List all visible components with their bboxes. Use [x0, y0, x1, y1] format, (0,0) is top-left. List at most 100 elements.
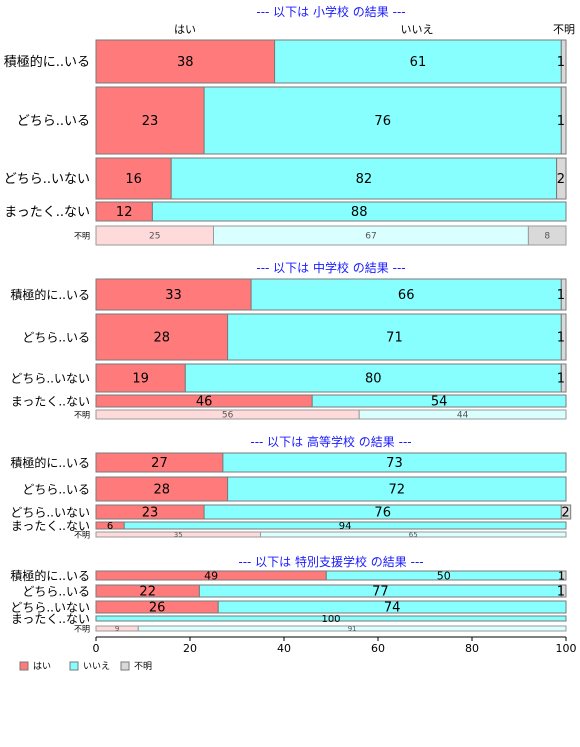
- data-label: 46: [196, 395, 213, 410]
- data-label: 1: [557, 114, 565, 129]
- data-label: 33: [165, 288, 182, 303]
- row-label: どちら..いる: [22, 482, 90, 496]
- bar-segment: [560, 86, 567, 155]
- data-label: 72: [389, 483, 406, 498]
- data-label: 76: [374, 114, 391, 129]
- data-label: 1: [557, 372, 565, 387]
- x-tick-label: 100: [556, 642, 577, 655]
- top-header-1: いいえ: [401, 23, 434, 36]
- row-label: 積極的に..いる: [10, 455, 90, 470]
- bar-segment: [560, 584, 567, 598]
- bar-segment: [560, 39, 567, 84]
- row-label: 不明: [74, 410, 90, 419]
- bar-segment: [556, 157, 567, 200]
- legend-label: はい: [33, 661, 51, 672]
- data-label: 23: [142, 506, 159, 521]
- data-label: 49: [204, 569, 218, 582]
- row-label: どちら..いる: [22, 330, 90, 344]
- bar-segment: [95, 313, 229, 361]
- bar-segment: [250, 278, 562, 311]
- bar-segment: [527, 225, 567, 246]
- data-label: 6: [107, 521, 113, 532]
- row-label: 積極的に..いる: [4, 54, 90, 70]
- row-label: どちら..いない: [10, 600, 90, 614]
- legend-swatch: [69, 661, 79, 671]
- data-label: 65: [409, 531, 418, 539]
- bar-segment: [311, 394, 567, 408]
- data-label: 38: [177, 55, 194, 70]
- data-label: 16: [125, 172, 142, 187]
- data-label: 44: [457, 411, 469, 421]
- row-label: どちら..いない: [10, 371, 90, 385]
- x-tick-label: 0: [93, 642, 100, 655]
- bar-segment: [123, 521, 567, 530]
- bar-segment: [137, 625, 567, 632]
- data-label: 1: [557, 288, 565, 303]
- bar-segment: [95, 157, 172, 200]
- data-label: 1: [557, 585, 565, 600]
- top-header-2: 不明: [553, 23, 575, 36]
- bar-segment: [95, 39, 276, 84]
- data-label: 27: [151, 456, 168, 471]
- bar-segment: [95, 615, 567, 622]
- panel-title-3: --- 以下は 特別支援学校 の結果 ---: [238, 554, 423, 569]
- bar-segment: [203, 86, 562, 155]
- bar-segment: [560, 278, 567, 311]
- panel-title-2: --- 以下は 高等学校 の結果 ---: [250, 434, 411, 449]
- data-label: 9: [115, 625, 119, 633]
- data-label: 50: [437, 569, 451, 582]
- bar-segment: [274, 39, 562, 84]
- data-label: 61: [410, 55, 427, 70]
- data-label: 76: [374, 506, 391, 521]
- bar-segment: [560, 504, 572, 520]
- data-label: 74: [384, 601, 401, 616]
- row-label: 積極的に..いる: [10, 287, 90, 302]
- data-label: 8: [544, 232, 550, 242]
- legend-label: いいえ: [83, 661, 110, 672]
- legend-swatch: [120, 661, 130, 671]
- bar-segment: [151, 201, 567, 222]
- panel-title-1: --- 以下は 中学校 の結果 ---: [256, 260, 405, 275]
- data-label: 1: [557, 55, 565, 70]
- data-label: 88: [351, 205, 368, 220]
- row-label: どちら..いない: [4, 172, 90, 187]
- data-label: 66: [398, 288, 415, 303]
- row-label: 不明: [74, 624, 90, 633]
- row-label: どちら..いる: [17, 114, 90, 129]
- row-label: どちら..いない: [10, 505, 90, 519]
- legend-label: 不明: [134, 661, 152, 672]
- data-label: 22: [139, 585, 156, 600]
- row-label: まったく..ない: [11, 612, 90, 626]
- bar-segment: [222, 452, 567, 473]
- data-label: 1: [558, 569, 565, 582]
- data-label: 19: [132, 372, 149, 387]
- data-label: 2: [561, 506, 569, 521]
- row-label: 不明: [74, 231, 90, 240]
- top-header-0: はい: [174, 23, 196, 36]
- x-tick-label: 60: [371, 642, 385, 655]
- bar-segment: [217, 600, 567, 614]
- row-label: 積極的に..いる: [10, 568, 90, 583]
- data-label: 28: [154, 331, 171, 346]
- data-label: 1: [557, 331, 565, 346]
- data-label: 25: [149, 232, 160, 242]
- x-tick-label: 40: [277, 642, 291, 655]
- data-label: 54: [431, 395, 448, 410]
- bar-segment: [560, 570, 567, 581]
- data-label: 67: [365, 232, 376, 242]
- legend-swatch: [19, 661, 29, 671]
- data-label: 26: [149, 601, 166, 616]
- row-label: まったく..ない: [4, 205, 90, 220]
- data-label: 28: [154, 483, 171, 498]
- data-label: 77: [372, 585, 389, 600]
- bar-segment: [260, 531, 567, 538]
- x-tick-label: 80: [465, 642, 479, 655]
- data-label: 100: [321, 614, 340, 625]
- data-label: 56: [222, 411, 234, 421]
- row-label: まったく..ない: [11, 519, 90, 533]
- data-label: 2: [557, 172, 565, 187]
- bar-segment: [170, 157, 558, 200]
- data-label: 94: [339, 521, 352, 532]
- row-label: 不明: [74, 530, 90, 539]
